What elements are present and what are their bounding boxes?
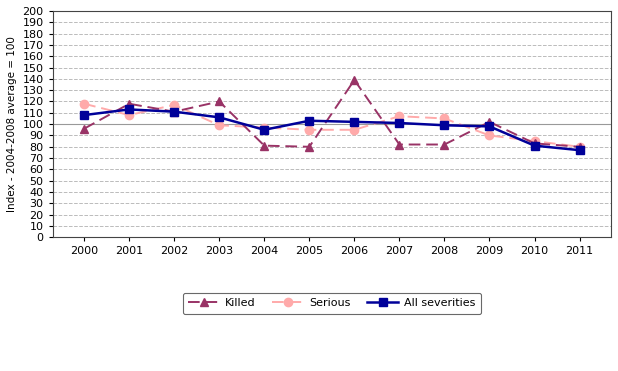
Line: All severities: All severities (80, 106, 583, 154)
Killed (261, 144, 268, 148)
Killed (576, 145, 583, 149)
Serious (125, 113, 133, 117)
Killed (441, 142, 448, 147)
Y-axis label: Index - 2004-2008 average = 100: Index - 2004-2008 average = 100 (7, 36, 17, 212)
Killed (486, 120, 493, 124)
All severities (531, 144, 538, 148)
Serious (306, 128, 313, 132)
All severities (306, 118, 313, 123)
Serious (531, 139, 538, 143)
Serious (576, 145, 583, 149)
All severities (396, 121, 403, 125)
All severities (261, 128, 268, 132)
Killed (125, 102, 133, 106)
Serious (350, 128, 358, 132)
Killed (80, 127, 88, 131)
Killed (531, 141, 538, 145)
Killed (350, 78, 358, 82)
Legend: Killed, Serious, All severities: Killed, Serious, All severities (183, 293, 481, 314)
Serious (396, 114, 403, 118)
All severities (486, 124, 493, 129)
All severities (576, 148, 583, 152)
Line: Killed: Killed (80, 76, 583, 151)
Serious (216, 123, 223, 128)
Line: Serious: Serious (80, 99, 583, 151)
Serious (441, 116, 448, 121)
Serious (80, 102, 88, 106)
All severities (80, 113, 88, 117)
Serious (261, 125, 268, 130)
Killed (396, 142, 403, 147)
All severities (350, 120, 358, 124)
All severities (441, 123, 448, 128)
All severities (125, 107, 133, 112)
All severities (171, 109, 178, 114)
Serious (486, 133, 493, 138)
Killed (216, 99, 223, 104)
Serious (171, 103, 178, 107)
Killed (171, 109, 178, 114)
Killed (306, 145, 313, 149)
All severities (216, 115, 223, 119)
